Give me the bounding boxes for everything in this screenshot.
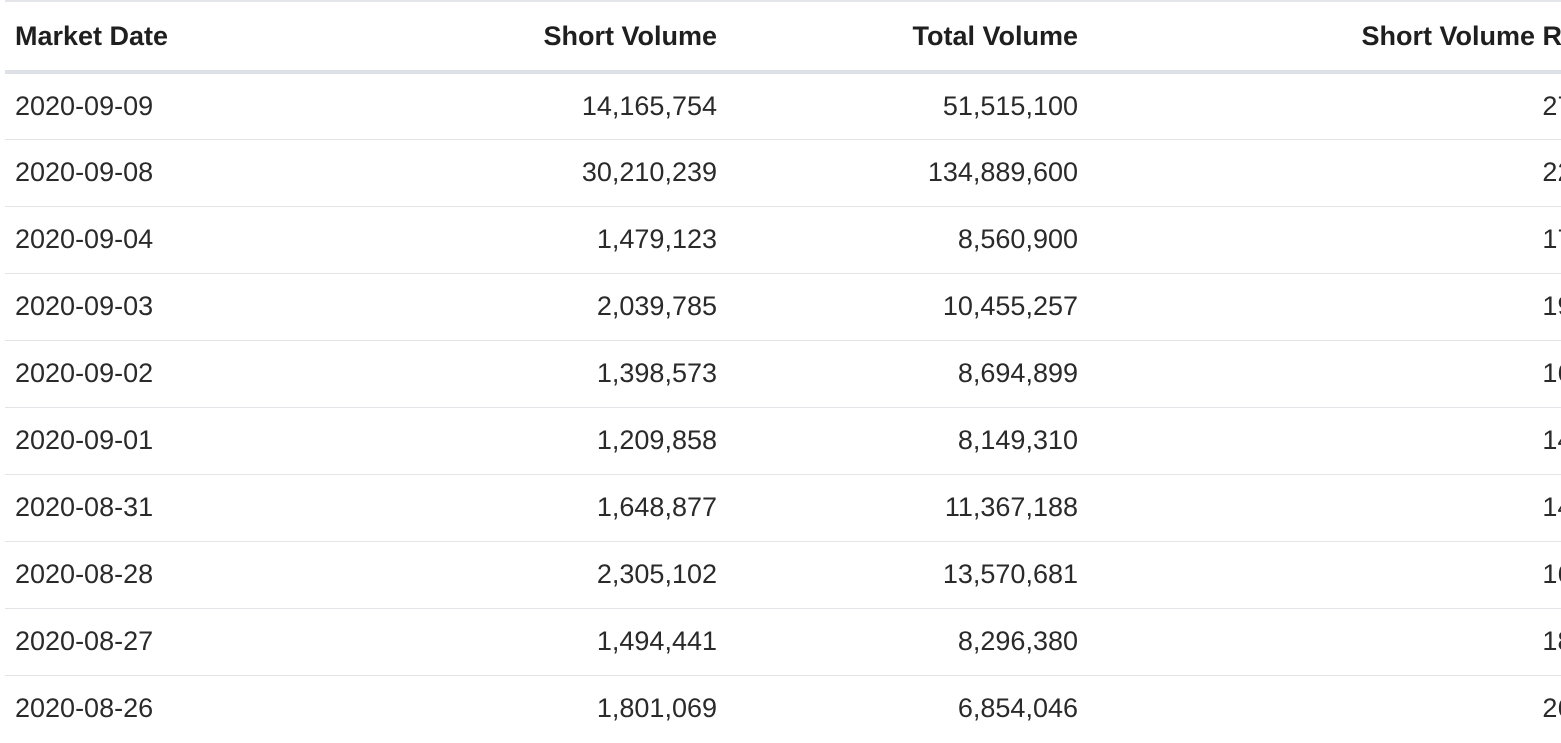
cell-market-date: 2020-09-08	[5, 139, 265, 207]
short-volume-table: Market Date Short Volume Total Volume Sh…	[5, 0, 1561, 742]
cell-market-date: 2020-09-03	[5, 273, 265, 341]
table-row: 2020-09-04 1,479,123 8,560,900 17.28	[5, 206, 1561, 274]
cell-short-volume: 1,209,858	[265, 407, 727, 475]
table-row: 2020-09-03 2,039,785 10,455,257 19.51	[5, 273, 1561, 341]
cell-short-volume: 14,165,754	[265, 72, 727, 140]
cell-short-volume-ratio: 18.01	[1088, 608, 1561, 676]
column-header-total-volume[interactable]: Total Volume	[727, 0, 1088, 74]
cell-short-volume: 1,494,441	[265, 608, 727, 676]
cell-short-volume-ratio: 22.40	[1088, 139, 1561, 207]
cell-total-volume: 8,560,900	[727, 206, 1088, 274]
cell-short-volume-ratio: 14.85	[1088, 407, 1561, 475]
table-row: 2020-09-08 30,210,239 134,889,600 22.40	[5, 139, 1561, 207]
table-row: 2020-08-31 1,648,877 11,367,188 14.51	[5, 474, 1561, 542]
table-row: 2020-08-26 1,801,069 6,854,046 26.28	[5, 675, 1561, 742]
cell-total-volume: 8,149,310	[727, 407, 1088, 475]
cell-total-volume: 11,367,188	[727, 474, 1088, 542]
cell-short-volume: 1,801,069	[596, 693, 717, 724]
cell-market-date: 2020-09-04	[5, 206, 265, 274]
table-header: Market Date Short Volume Total Volume Sh…	[5, 0, 1561, 74]
cell-market-date: 2020-09-09	[5, 72, 265, 140]
table-row: 2020-08-28 2,305,102 13,570,681 16.99	[5, 541, 1561, 609]
cell-market-date: 2020-09-01	[5, 407, 265, 475]
cell-market-date: 2020-08-31	[5, 474, 265, 542]
column-header-market-date[interactable]: Market Date	[5, 0, 265, 74]
cell-short-volume: 1,398,573	[265, 340, 727, 408]
table-row: 2020-09-09 14,165,754 51,515,100 27.50	[5, 72, 1561, 140]
cell-short-volume-ratio: 19.51	[1088, 273, 1561, 341]
cell-short-volume-ratio: 27.50	[1088, 72, 1561, 140]
table-body: 2020-09-09 14,165,754 51,515,100 27.50 2…	[5, 72, 1561, 742]
cell-short-volume-ratio: 16.99	[1088, 541, 1561, 609]
cell-market-date: 2020-09-02	[5, 340, 265, 408]
cell-total-volume: 8,296,380	[727, 608, 1088, 676]
cell-total-volume: 10,455,257	[727, 273, 1088, 341]
table-row: 2020-09-01 1,209,858 8,149,310 14.85	[5, 407, 1561, 475]
cell-total-volume: 134,889,600	[727, 139, 1088, 207]
cell-short-volume: 2,305,102	[265, 541, 727, 609]
cell-total-volume: 13,570,681	[727, 541, 1088, 609]
cell-short-volume-ratio: 14.51	[1088, 474, 1561, 542]
cell-market-date: 2020-08-27	[5, 608, 265, 676]
cell-market-date: 2020-08-26	[15, 693, 154, 724]
header-row: Market Date Short Volume Total Volume Sh…	[5, 0, 1561, 74]
cell-short-volume: 1,648,877	[265, 474, 727, 542]
cell-short-volume: 30,210,239	[265, 139, 727, 207]
short-volume-table-container: Market Date Short Volume Total Volume Sh…	[5, 0, 1561, 742]
cell-short-volume: 2,039,785	[265, 273, 727, 341]
column-header-short-volume-ratio[interactable]: Short Volume Ratio	[1088, 0, 1561, 74]
cell-total-volume: 51,515,100	[727, 72, 1088, 140]
table-row: 2020-08-27 1,494,441 8,296,380 18.01	[5, 608, 1561, 676]
table-row: 2020-09-02 1,398,573 8,694,899 16.08	[5, 340, 1561, 408]
column-header-short-volume[interactable]: Short Volume	[265, 0, 727, 74]
cell-total-volume: 6,854,046	[957, 693, 1078, 724]
cell-short-volume-ratio: 16.08	[1088, 340, 1561, 408]
cell-short-volume-ratio: 17.28	[1088, 206, 1561, 274]
cell-total-volume: 8,694,899	[727, 340, 1088, 408]
cell-short-volume-ratio: 26.28	[1542, 693, 1561, 724]
cell-market-date: 2020-08-28	[5, 541, 265, 609]
cell-short-volume: 1,479,123	[265, 206, 727, 274]
